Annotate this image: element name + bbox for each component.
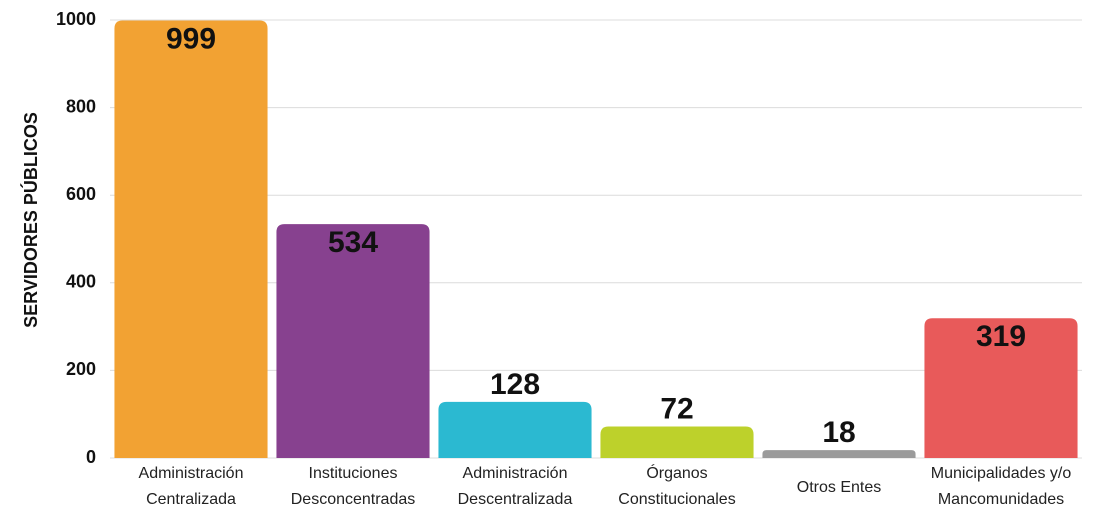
value-label: 72 <box>660 392 693 425</box>
y-tick-label: 800 <box>66 96 96 116</box>
x-tick-label: Órganos <box>646 463 707 482</box>
x-tick-label: Administración <box>463 465 568 482</box>
x-tick-label: Descentralizada <box>458 491 573 508</box>
x-tick-label: Constitucionales <box>618 491 735 508</box>
y-tick-label: 400 <box>66 272 96 292</box>
value-label: 534 <box>328 226 378 259</box>
y-tick-label: 0 <box>86 447 96 467</box>
bar <box>762 450 916 458</box>
y-tick-label: 600 <box>66 184 96 204</box>
bar <box>600 426 754 458</box>
bar <box>924 318 1078 458</box>
x-tick-label: Mancomunidades <box>938 491 1064 508</box>
y-axis-title: SERVIDORES PÚBLICOS <box>20 112 41 328</box>
y-tick-label: 200 <box>66 359 96 379</box>
x-tick-label: Otros Entes <box>797 479 881 496</box>
value-label: 128 <box>490 368 540 401</box>
x-tick-label: Instituciones <box>309 465 398 482</box>
value-label: 999 <box>166 22 216 55</box>
x-tick-label: Administración <box>139 465 244 482</box>
bar <box>114 20 268 459</box>
bar <box>438 401 592 458</box>
value-label: 18 <box>822 416 855 449</box>
x-tick-label: Centralizada <box>146 491 236 508</box>
x-tick-label: Desconcentradas <box>291 491 416 508</box>
x-tick-label: Municipalidades y/o <box>931 465 1072 482</box>
bar <box>276 224 430 458</box>
value-label: 319 <box>976 320 1026 353</box>
y-tick-label: 1000 <box>56 9 96 29</box>
